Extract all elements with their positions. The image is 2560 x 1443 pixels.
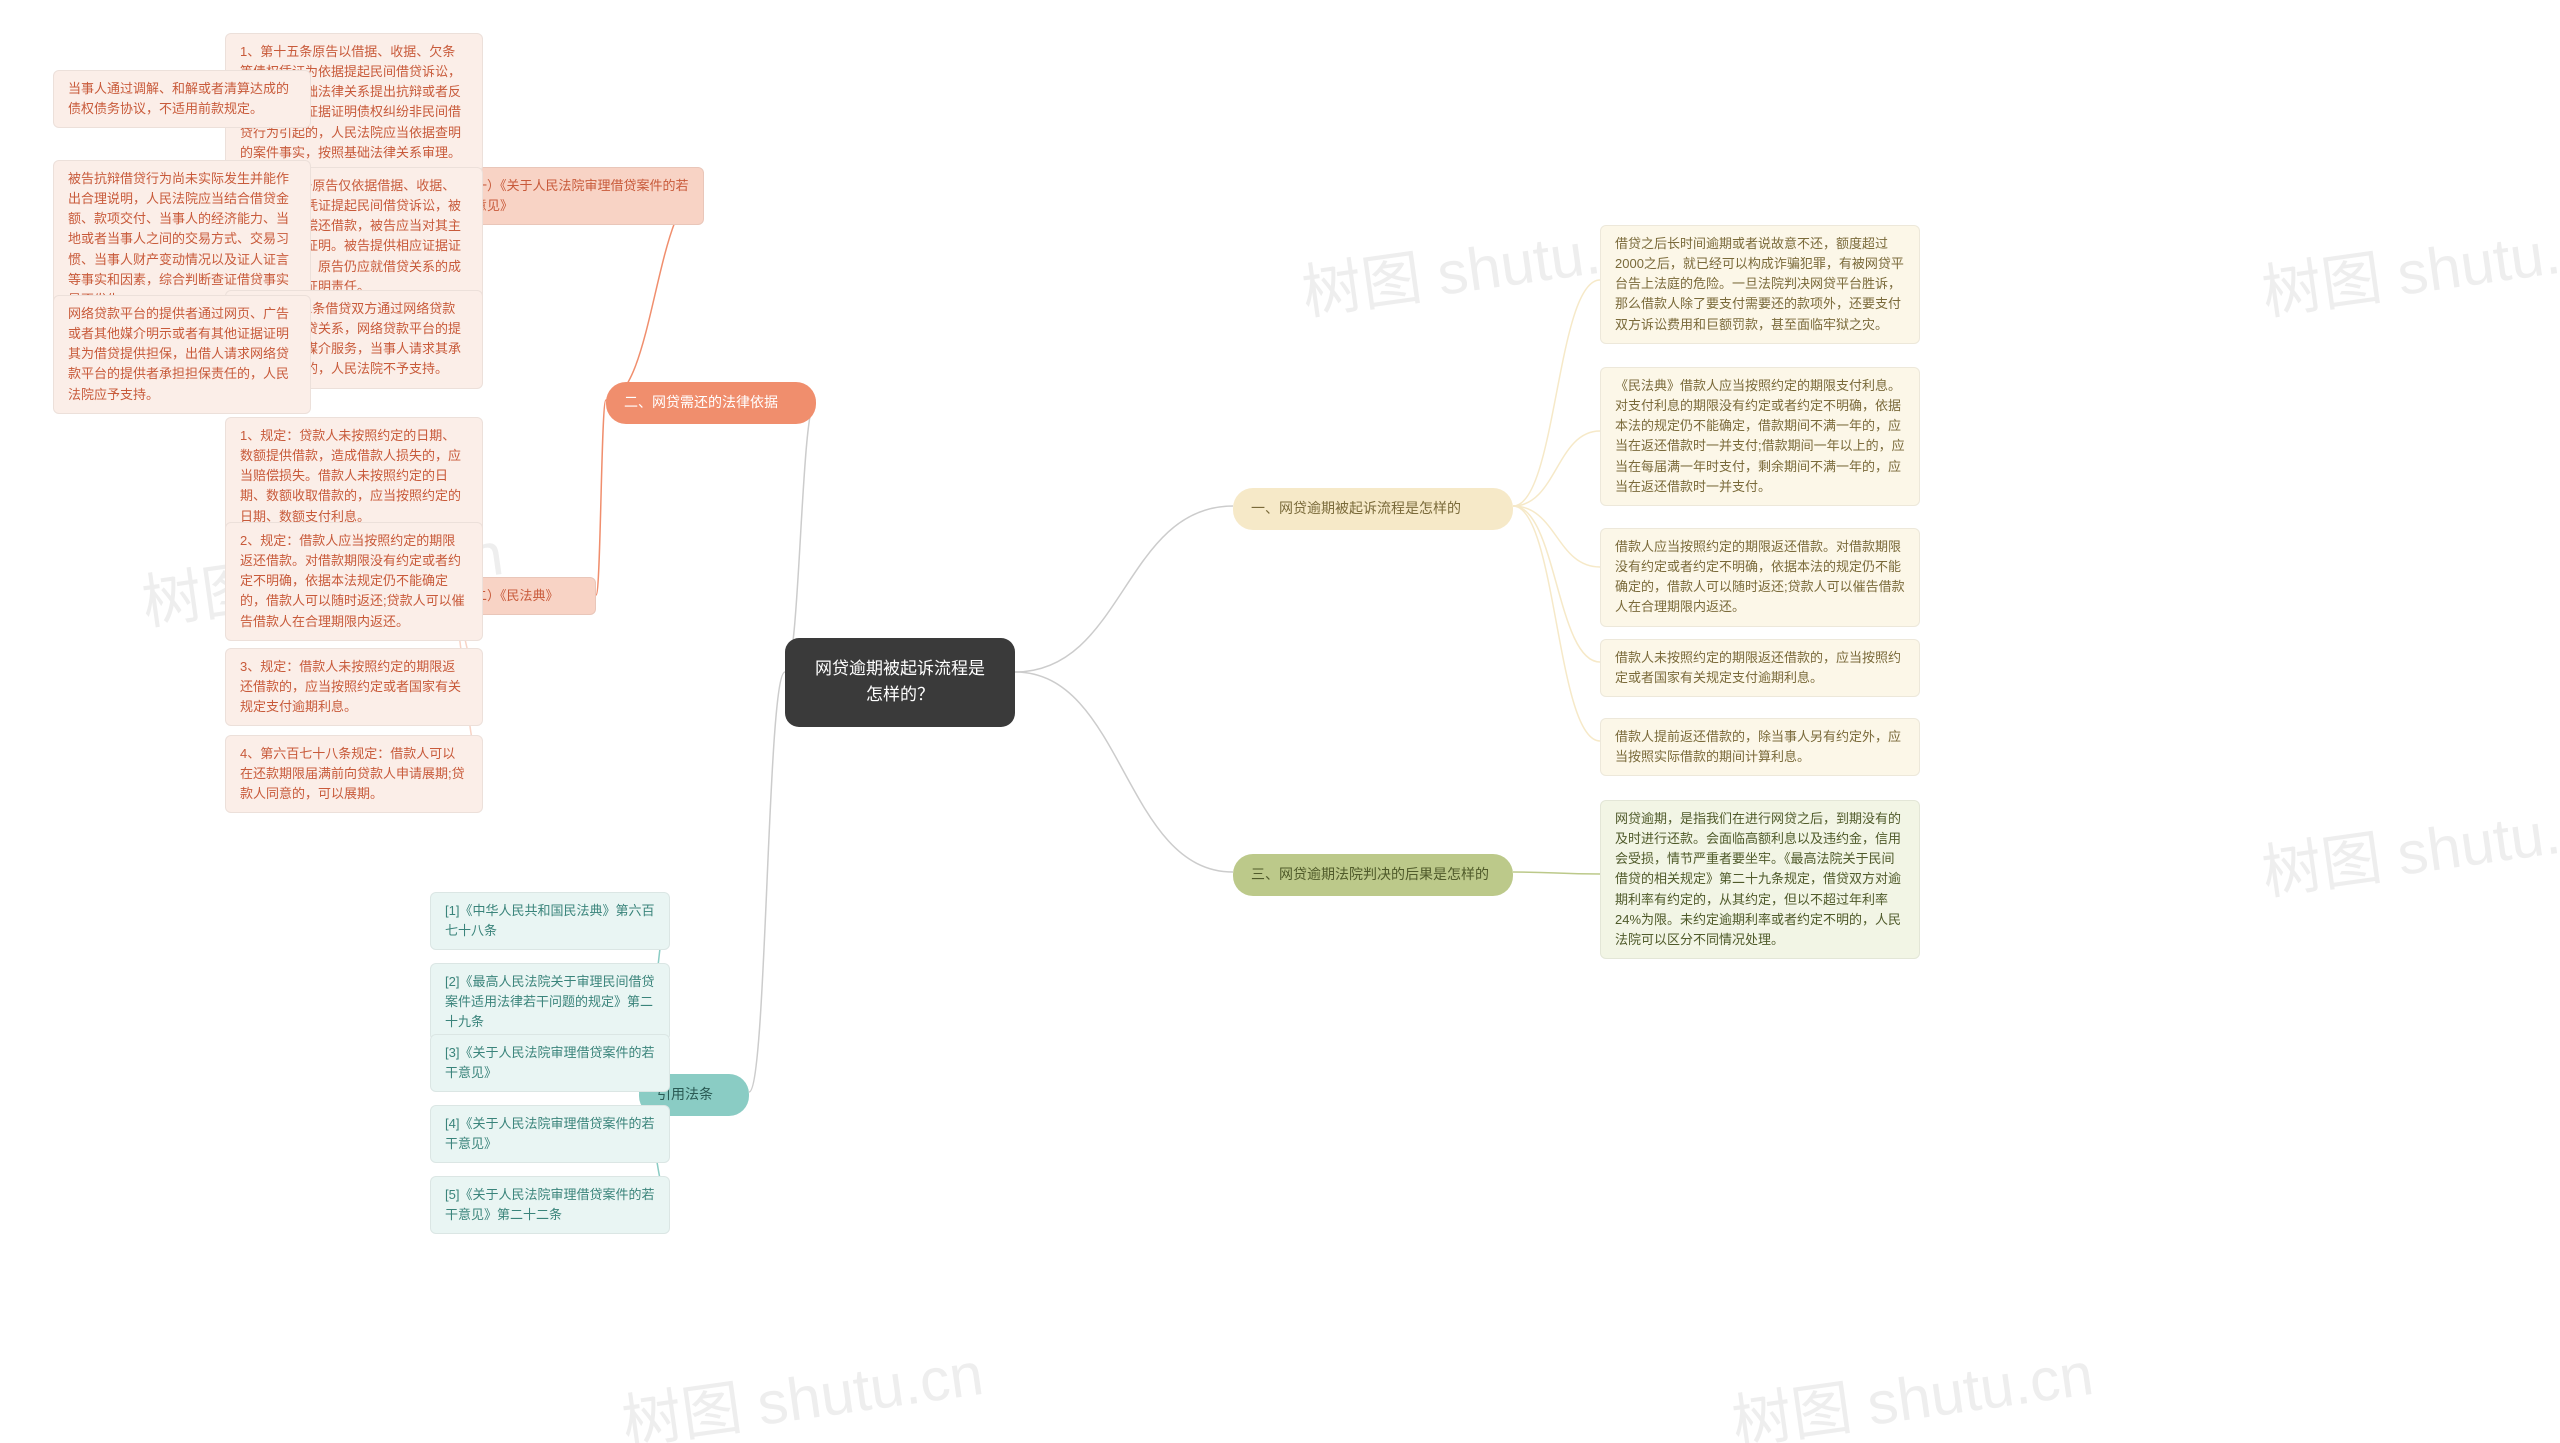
- branch-2-sub-2-item: 2、规定：借款人应当按照约定的期限返还借款。对借款期限没有约定或者约定不明确，依…: [225, 522, 483, 641]
- branch-2: 二、网贷需还的法律依据: [606, 382, 816, 424]
- branch-1-leaf: 借款人应当按照约定的期限返还借款。对借款期限没有约定或者约定不明确，依据本法的规…: [1600, 528, 1920, 627]
- branch-2-sub-1: （一）《关于人民法院审理借贷案件的若干意见》: [446, 167, 704, 225]
- branch-4-item: [2]《最高人民法院关于审理民间借贷案件适用法律若干问题的规定》第二十九条: [430, 963, 670, 1041]
- branch-4-item: [3]《关于人民法院审理借贷案件的若干意见》: [430, 1034, 670, 1092]
- branch-2-sub-2-item: 4、第六百七十八条规定：借款人可以在还款期限届满前向贷款人申请展期;贷款人同意的…: [225, 735, 483, 813]
- center-node: 网贷逾期被起诉流程是怎样的？: [785, 638, 1015, 727]
- branch-1-leaf: 借款人提前返还借款的，除当事人另有约定外，应当按照实际借款的期间计算利息。: [1600, 718, 1920, 776]
- branch-3: 三、网贷逾期法院判决的后果是怎样的: [1233, 854, 1513, 896]
- branch-4-item: [4]《关于人民法院审理借贷案件的若干意见》: [430, 1105, 670, 1163]
- watermark: 树图 shutu.cn: [2256, 775, 2560, 912]
- branch-2-sub-2-item: 3、规定：借款人未按照约定的期限返还借款的，应当按照约定或者国家有关规定支付逾期…: [225, 648, 483, 726]
- watermark: 树图 shutu.cn: [616, 1325, 988, 1443]
- branch-3-leaf: 网贷逾期，是指我们在进行网贷之后，到期没有的及时进行还款。会面临高额利息以及违约…: [1600, 800, 1920, 959]
- watermark: 树图 shutu.cn: [1726, 1325, 2098, 1443]
- branch-2-sub-1-side: 当事人通过调解、和解或者清算达成的债权债务协议，不适用前款规定。: [53, 70, 311, 128]
- branch-4-item: [5]《关于人民法院审理借贷案件的若干意见》第二十二条: [430, 1176, 670, 1234]
- branch-4-item: [1]《中华人民共和国民法典》第六百七十八条: [430, 892, 670, 950]
- branch-2-sub-1-side: 网络贷款平台的提供者通过网页、广告或者其他媒介明示或者有其他证据证明其为借贷提供…: [53, 295, 311, 414]
- branch-2-sub-2-item: 1、规定：贷款人未按照约定的日期、数额提供借款，造成借款人损失的，应当赔偿损失。…: [225, 417, 483, 536]
- watermark: 树图 shutu.cn: [2256, 195, 2560, 332]
- branch-1-leaf: 借款人未按照约定的期限返还借款的，应当按照约定或者国家有关规定支付逾期利息。: [1600, 639, 1920, 697]
- branch-1: 一、网贷逾期被起诉流程是怎样的: [1233, 488, 1513, 530]
- branch-1-leaf: 借贷之后长时间逾期或者说故意不还，额度超过2000之后，就已经可以构成诈骗犯罪，…: [1600, 225, 1920, 344]
- branch-1-leaf: 《民法典》借款人应当按照约定的期限支付利息。对支付利息的期限没有约定或者约定不明…: [1600, 367, 1920, 506]
